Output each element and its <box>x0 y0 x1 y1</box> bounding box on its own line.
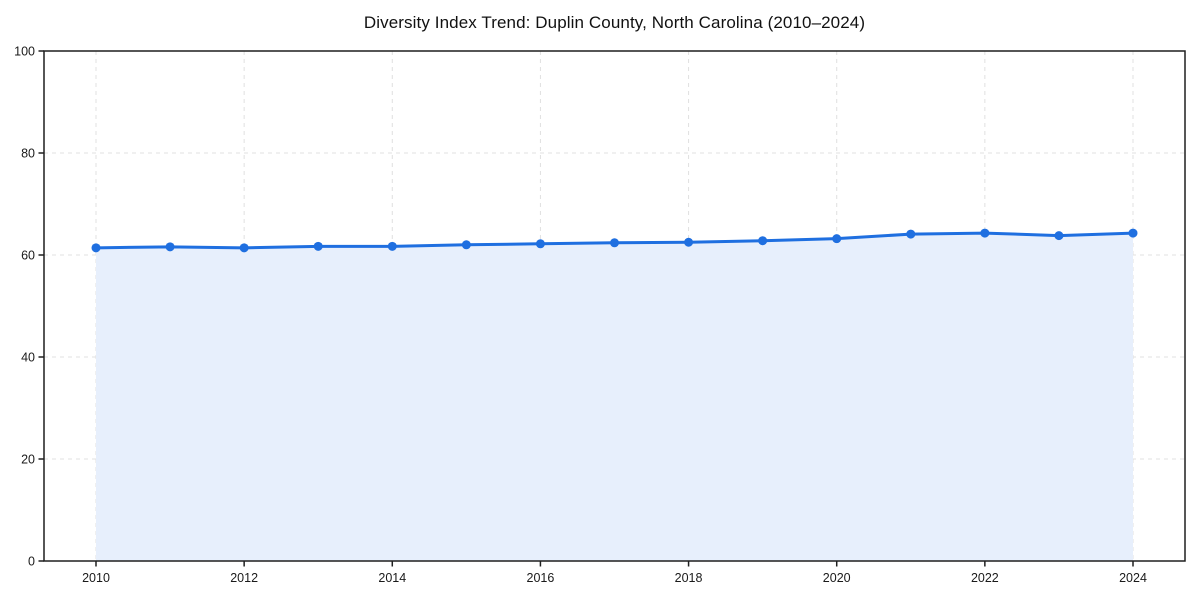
data-point-2012 <box>239 243 249 253</box>
y-tick-label: 60 <box>21 249 35 263</box>
plot-border <box>43 50 1186 562</box>
data-point-2015 <box>461 240 471 250</box>
data-point-2023 <box>1054 231 1064 241</box>
data-point-2011 <box>165 242 175 252</box>
x-tick-label: 2014 <box>378 571 406 585</box>
x-tick-label: 2020 <box>823 571 851 585</box>
x-tick-label: 2010 <box>82 571 110 585</box>
y-tick-label: 20 <box>21 453 35 467</box>
data-point-2021 <box>906 229 916 239</box>
x-tick-label: 2016 <box>527 571 555 585</box>
x-tick-label: 2024 <box>1119 571 1147 585</box>
x-tick-label: 2018 <box>675 571 703 585</box>
data-point-2013 <box>313 241 323 251</box>
area-fill <box>96 233 1133 561</box>
data-point-2024 <box>1128 228 1138 238</box>
data-point-2016 <box>535 239 545 249</box>
y-tick-label: 80 <box>21 147 35 161</box>
y-tick-label: 40 <box>21 351 35 365</box>
data-point-2020 <box>832 234 842 244</box>
data-point-2010 <box>91 243 101 253</box>
data-point-2014 <box>387 241 397 251</box>
y-tick-label: 0 <box>28 555 35 569</box>
chart-title: Diversity Index Trend: Duplin County, No… <box>363 13 866 32</box>
data-point-2022 <box>980 228 990 238</box>
data-point-2019 <box>758 236 768 246</box>
data-point-2017 <box>610 238 619 248</box>
y-tick-label: 100 <box>14 45 35 59</box>
data-point-2018 <box>684 237 694 247</box>
x-tick-label: 2012 <box>230 571 258 585</box>
x-tick-label: 2022 <box>971 571 999 585</box>
